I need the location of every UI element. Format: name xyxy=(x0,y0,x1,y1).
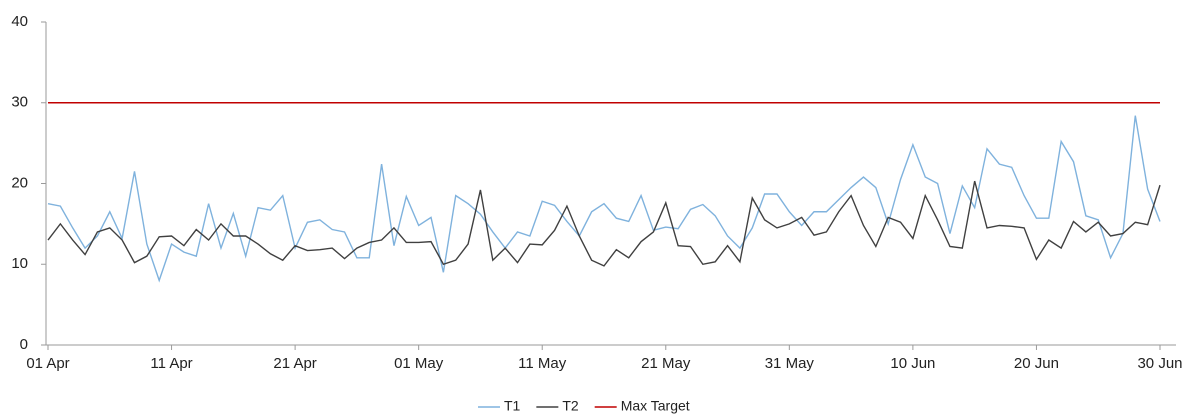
y-tick-label: 10 xyxy=(11,255,28,272)
y-tick-label: 0 xyxy=(20,336,28,353)
x-tick-label: 31 May xyxy=(765,355,815,372)
y-tick-label: 30 xyxy=(11,94,28,111)
x-tick-label: 11 Apr xyxy=(150,355,192,372)
x-tick-label: 21 Apr xyxy=(273,355,316,372)
x-tick-label: 10 Jun xyxy=(890,355,935,372)
x-tick-label: 21 May xyxy=(641,355,691,372)
legend-label: T1 xyxy=(504,398,521,414)
x-tick-label: 11 May xyxy=(518,355,567,372)
legend-label: Max Target xyxy=(621,398,690,414)
y-tick-label: 20 xyxy=(11,174,28,191)
y-tick-label: 40 xyxy=(11,13,28,30)
series-line xyxy=(47,180,1161,267)
x-tick-label: 01 May xyxy=(394,355,444,372)
series-line xyxy=(47,115,1161,283)
legend-label: T2 xyxy=(562,398,579,414)
x-tick-label: 30 Jun xyxy=(1137,355,1182,372)
x-tick-label: 20 Jun xyxy=(1014,355,1059,372)
x-tick-label: 01 Apr xyxy=(26,355,69,372)
